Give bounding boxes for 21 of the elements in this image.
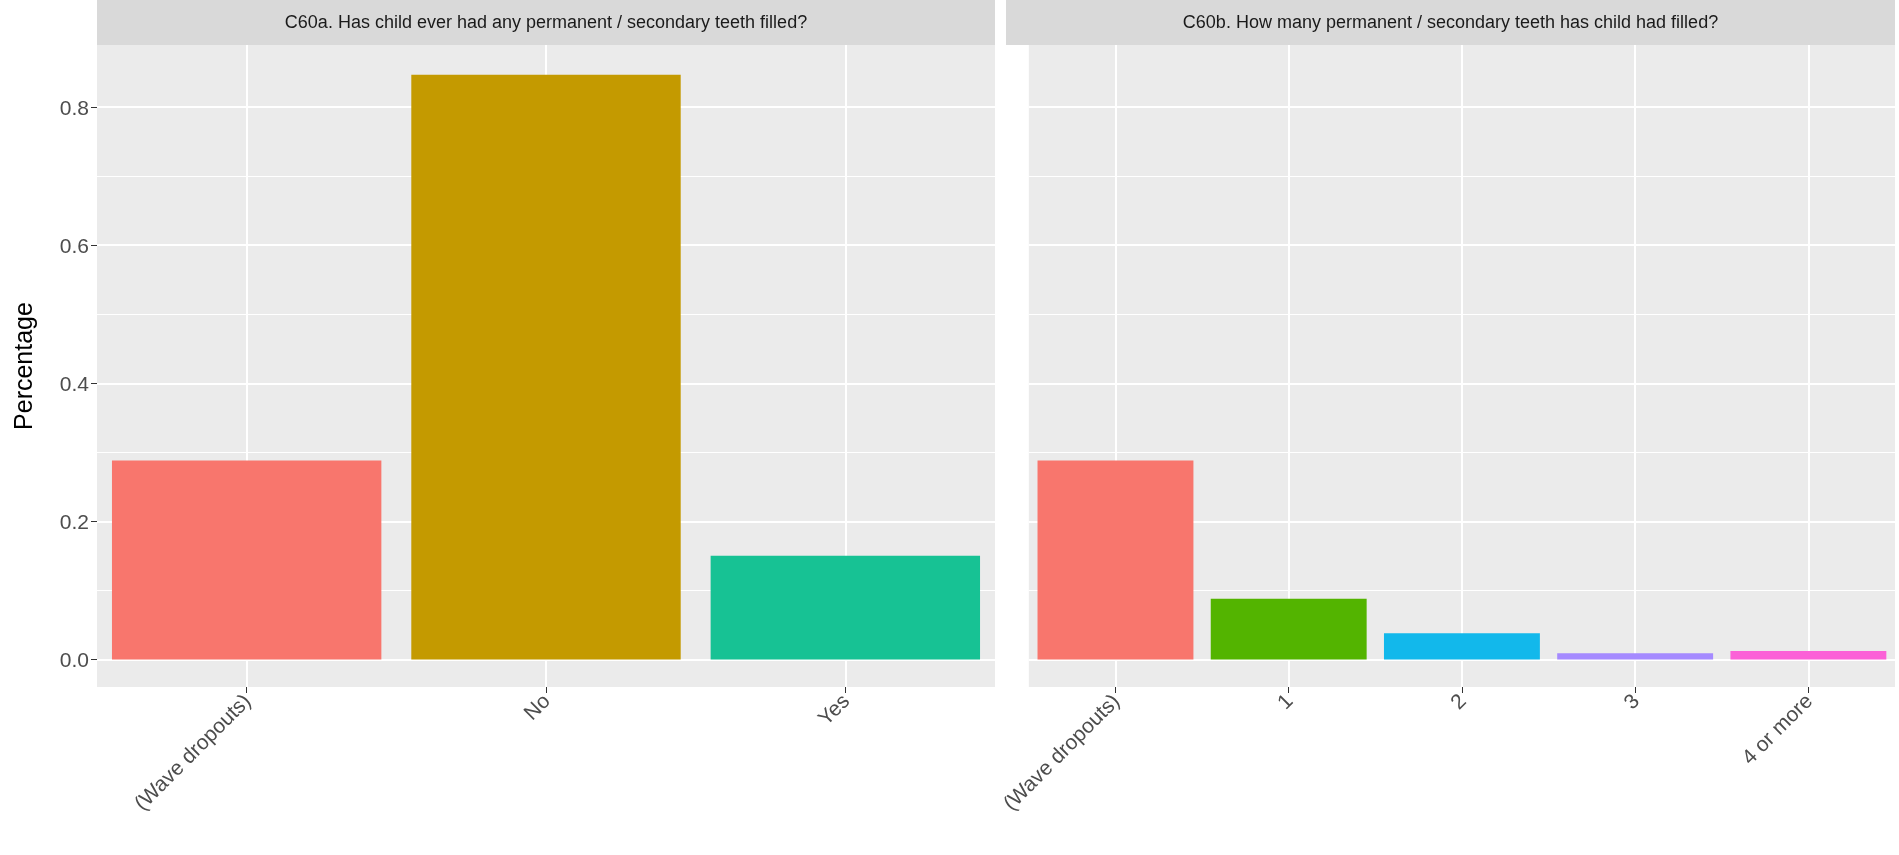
x-tick-label: No (518, 688, 555, 725)
y-tick-label: 0.6 (59, 233, 89, 257)
bar (710, 555, 981, 660)
y-axis-title: Percentage (8, 302, 37, 430)
chart-title: C60b. How many permanent / secondary teeth has child had filled? (1006, 0, 1895, 45)
chart-title: C60a. Has child ever had any permanent / secondary teeth filled? (97, 0, 995, 45)
x-tick-label: 3 (1618, 688, 1644, 714)
bar (111, 460, 382, 660)
bar (1557, 653, 1714, 660)
x-tick-label: Yes (812, 688, 854, 730)
bar (1730, 651, 1887, 660)
y-tick-label: 0.0 (59, 647, 89, 671)
y-tick-label: 0.8 (59, 95, 89, 119)
y-tick-label: 0.4 (59, 371, 90, 395)
y-tick-label: 0.2 (59, 509, 89, 533)
bar (1383, 633, 1540, 660)
x-tick-label: 1 (1272, 688, 1297, 714)
x-tick-label: 2 (1445, 688, 1471, 714)
bar (411, 74, 681, 660)
bar (1210, 598, 1367, 660)
bar (1037, 460, 1194, 660)
